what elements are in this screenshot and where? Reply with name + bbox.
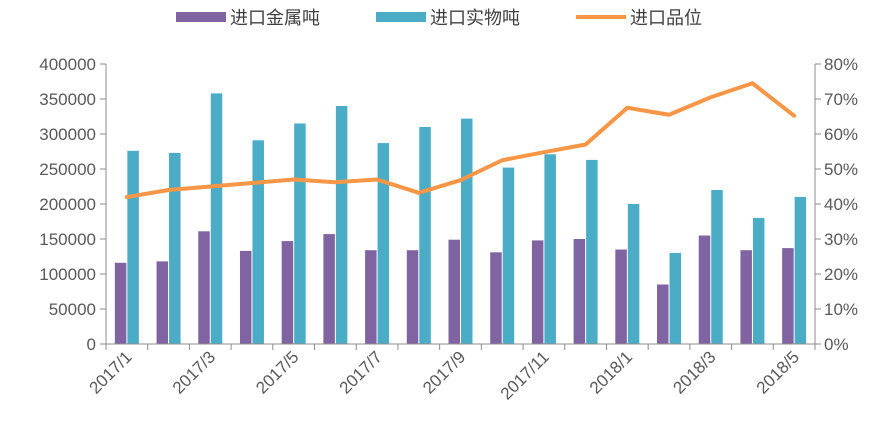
bar-metal-2017/10 (490, 252, 502, 344)
left-tick-label-200000: 200000 (39, 195, 96, 214)
bar-physical-2017/11 (544, 154, 556, 344)
left-tick-label-250000: 250000 (39, 160, 96, 179)
left-tick-label-350000: 350000 (39, 90, 96, 109)
left-tick-label-0: 0 (87, 335, 96, 354)
bar-metal-2017/8 (406, 250, 419, 344)
bar-metal-2017/7 (365, 250, 377, 344)
bars-layer (114, 93, 807, 345)
right-tick-label-20%: 20% (824, 265, 858, 284)
x-tick-label-2017/7: 2017/7 (336, 347, 386, 397)
bar-physical-2018/1 (627, 204, 640, 344)
left-tick-label-300000: 300000 (39, 125, 96, 144)
line-layer (124, 81, 797, 199)
bar-metal-2018/4 (740, 250, 752, 344)
bar-physical-2017/9 (461, 118, 473, 344)
bar-metal-2018/5 (782, 248, 794, 344)
x-tick-label-2017/11: 2017/11 (497, 347, 553, 403)
bar-metal-2018/2 (657, 284, 669, 344)
grade-line (124, 81, 797, 199)
bar-physical-2017/6 (335, 106, 348, 344)
bar-metal-2017/9 (448, 239, 460, 344)
axes-layer: 0 50000 100000 150000 200000 250000 300000 3500… (39, 55, 858, 403)
legend: 进口金属吨 进口实物吨 进口品位 (176, 8, 702, 29)
right-tick-label-0%: 0% (824, 335, 849, 354)
bar-metal-2017/3 (198, 231, 210, 344)
bar-physical-2018/4 (752, 218, 765, 344)
x-tick-label-2017/3: 2017/3 (169, 347, 219, 397)
bar-metal-2017/1 (114, 262, 127, 344)
legend-swatch-physical (376, 12, 426, 22)
bar-physical-2017/10 (502, 167, 515, 344)
bar-metal-2018/3 (698, 235, 711, 344)
bar-metal-2017/5 (281, 241, 294, 344)
right-tick-label-30%: 30% (824, 230, 858, 249)
bar-physical-2018/3 (711, 190, 723, 344)
bar-metal-2017/12 (573, 239, 586, 344)
bar-physical-2017/3 (210, 93, 223, 345)
bar-metal-2017/11 (531, 240, 544, 344)
bar-metal-2017/4 (239, 250, 252, 344)
left-tick-label-150000: 150000 (39, 230, 96, 249)
bar-physical-2018/2 (669, 253, 682, 344)
right-tick-label-80%: 80% (824, 55, 858, 74)
bar-metal-2017/6 (323, 234, 335, 344)
bar-physical-2017/1 (127, 150, 139, 344)
x-tick-label-2018/5: 2018/5 (753, 347, 803, 397)
right-tick-label-70%: 70% (824, 90, 858, 109)
left-tick-label-50000: 50000 (49, 300, 96, 319)
x-tick-label-2018/1: 2018/1 (586, 347, 636, 397)
bar-physical-2017/4 (252, 140, 264, 344)
right-tick-label-10%: 10% (824, 300, 858, 319)
right-tick-label-60%: 60% (824, 125, 858, 144)
right-tick-label-40%: 40% (824, 195, 858, 214)
x-tick-label-2017/1: 2017/1 (85, 347, 135, 397)
bar-physical-2018/5 (794, 197, 807, 344)
bar-physical-2017/7 (377, 143, 390, 344)
bar-physical-2017/5 (294, 123, 306, 344)
bar-metal-2017/2 (156, 261, 169, 344)
legend-label-grade: 进口品位 (630, 8, 702, 29)
x-tick-label-2017/9: 2017/9 (419, 347, 469, 397)
legend-label-physical: 进口实物吨 (430, 8, 520, 29)
bar-physical-2017/12 (586, 159, 598, 344)
right-tick-label-50%: 50% (824, 160, 858, 179)
x-tick-label-2018/3: 2018/3 (669, 347, 719, 397)
left-tick-label-100000: 100000 (39, 265, 96, 284)
bar-physical-2017/2 (169, 152, 181, 344)
legend-label-metal: 进口金属吨 (230, 8, 320, 29)
legend-swatch-metal (176, 12, 226, 22)
x-tick-label-2017/5: 2017/5 (252, 347, 302, 397)
bar-metal-2018/1 (615, 249, 627, 344)
bar-physical-2017/8 (419, 127, 431, 344)
left-tick-label-400000: 400000 (39, 55, 96, 74)
